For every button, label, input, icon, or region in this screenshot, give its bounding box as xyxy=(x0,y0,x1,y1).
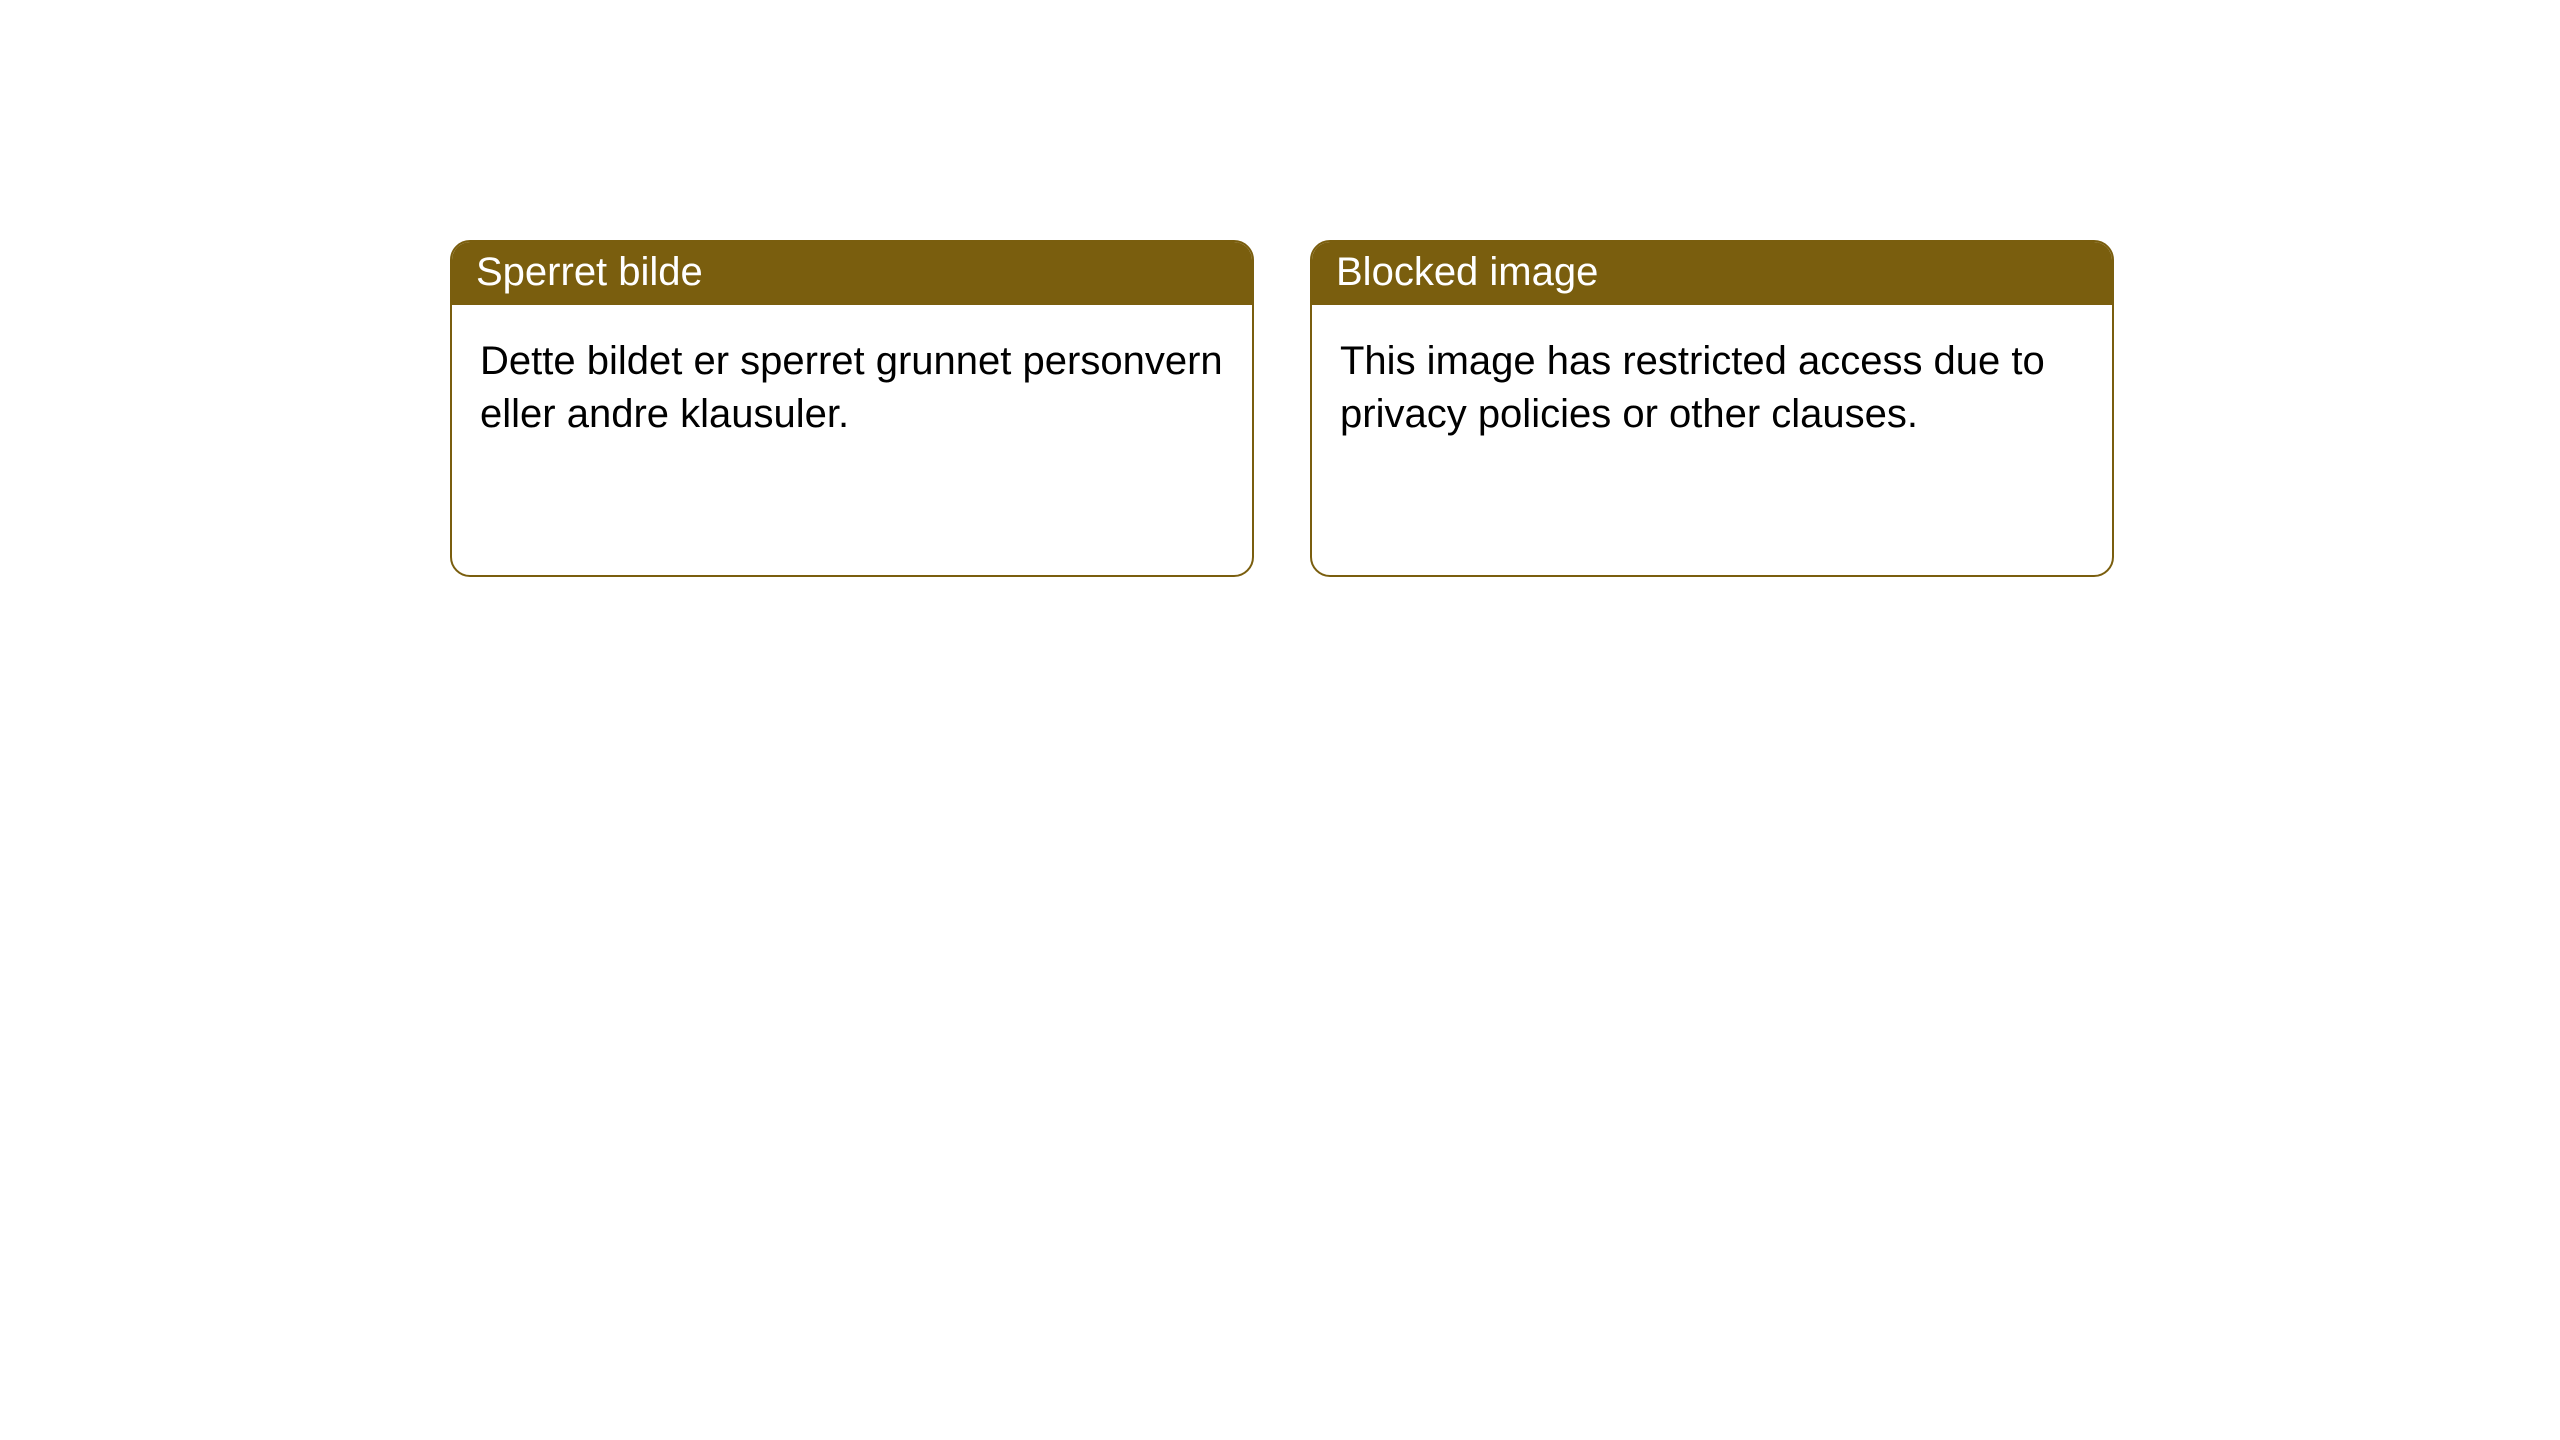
notice-card-english: Blocked image This image has restricted … xyxy=(1310,240,2114,577)
notice-card-norwegian: Sperret bilde Dette bildet er sperret gr… xyxy=(450,240,1254,577)
card-body-english: This image has restricted access due to … xyxy=(1312,305,2112,575)
card-title-norwegian: Sperret bilde xyxy=(452,242,1252,305)
card-body-norwegian: Dette bildet er sperret grunnet personve… xyxy=(452,305,1252,575)
card-title-english: Blocked image xyxy=(1312,242,2112,305)
notice-cards-container: Sperret bilde Dette bildet er sperret gr… xyxy=(450,240,2114,577)
